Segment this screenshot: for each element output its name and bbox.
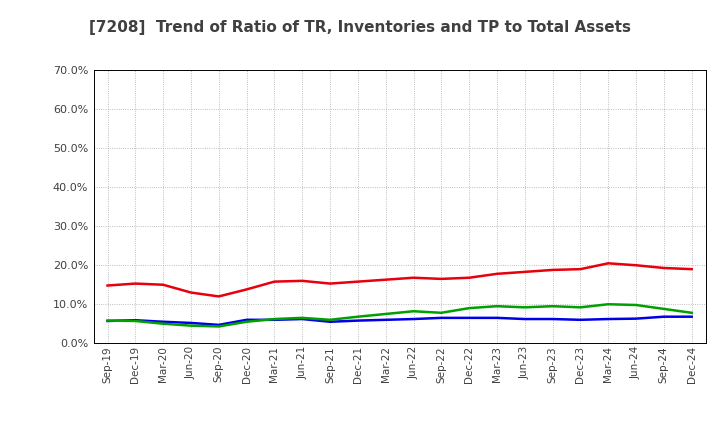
Trade Payables [409, 308, 418, 314]
Text: [7208]  Trend of Ratio of TR, Inventories and TP to Total Assets: [7208] Trend of Ratio of TR, Inventories… [89, 20, 631, 35]
Trade Receivables [576, 267, 585, 272]
Trade Receivables [215, 294, 223, 299]
Trade Payables [604, 301, 613, 307]
Trade Payables [354, 314, 362, 319]
Trade Payables [382, 312, 390, 317]
Inventories [270, 317, 279, 323]
Inventories [242, 317, 251, 323]
Inventories [631, 316, 640, 321]
Trade Receivables [131, 281, 140, 286]
Trade Payables [131, 319, 140, 324]
Trade Payables [521, 305, 529, 310]
Trade Payables [437, 310, 446, 315]
Trade Payables [465, 305, 474, 311]
Inventories [159, 319, 168, 324]
Inventories [409, 316, 418, 322]
Line: Inventories: Inventories [107, 317, 692, 325]
Inventories [131, 318, 140, 323]
Trade Payables [576, 305, 585, 310]
Trade Payables [660, 306, 668, 312]
Trade Payables [492, 304, 501, 309]
Trade Receivables [382, 277, 390, 282]
Trade Receivables [298, 278, 307, 283]
Trade Receivables [660, 265, 668, 271]
Trade Payables [298, 315, 307, 320]
Trade Payables [270, 316, 279, 322]
Trade Payables [688, 310, 696, 315]
Inventories [549, 316, 557, 322]
Inventories [354, 318, 362, 323]
Trade Receivables [103, 283, 112, 288]
Trade Receivables [354, 279, 362, 284]
Trade Receivables [242, 287, 251, 292]
Trade Payables [215, 324, 223, 329]
Trade Payables [325, 317, 334, 323]
Trade Payables [159, 321, 168, 326]
Trade Receivables [521, 269, 529, 275]
Trade Payables [186, 323, 195, 328]
Inventories [382, 317, 390, 323]
Inventories [688, 314, 696, 319]
Inventories [215, 322, 223, 327]
Inventories [186, 320, 195, 326]
Inventories [604, 316, 613, 322]
Inventories [576, 317, 585, 323]
Inventories [492, 315, 501, 320]
Trade Receivables [604, 260, 613, 266]
Trade Receivables [159, 282, 168, 287]
Trade Payables [242, 319, 251, 324]
Trade Receivables [270, 279, 279, 284]
Inventories [103, 319, 112, 324]
Trade Receivables [325, 281, 334, 286]
Trade Receivables [186, 290, 195, 295]
Trade Receivables [492, 271, 501, 276]
Inventories [465, 315, 474, 320]
Inventories [298, 316, 307, 322]
Trade Payables [631, 302, 640, 308]
Trade Receivables [437, 276, 446, 282]
Trade Payables [103, 318, 112, 323]
Trade Receivables [631, 263, 640, 268]
Trade Receivables [465, 275, 474, 280]
Inventories [521, 316, 529, 322]
Inventories [660, 314, 668, 319]
Trade Receivables [549, 267, 557, 272]
Trade Payables [549, 304, 557, 309]
Line: Trade Payables: Trade Payables [107, 304, 692, 326]
Inventories [437, 315, 446, 320]
Inventories [325, 319, 334, 324]
Trade Receivables [409, 275, 418, 280]
Trade Receivables [688, 267, 696, 272]
Line: Trade Receivables: Trade Receivables [107, 263, 692, 297]
